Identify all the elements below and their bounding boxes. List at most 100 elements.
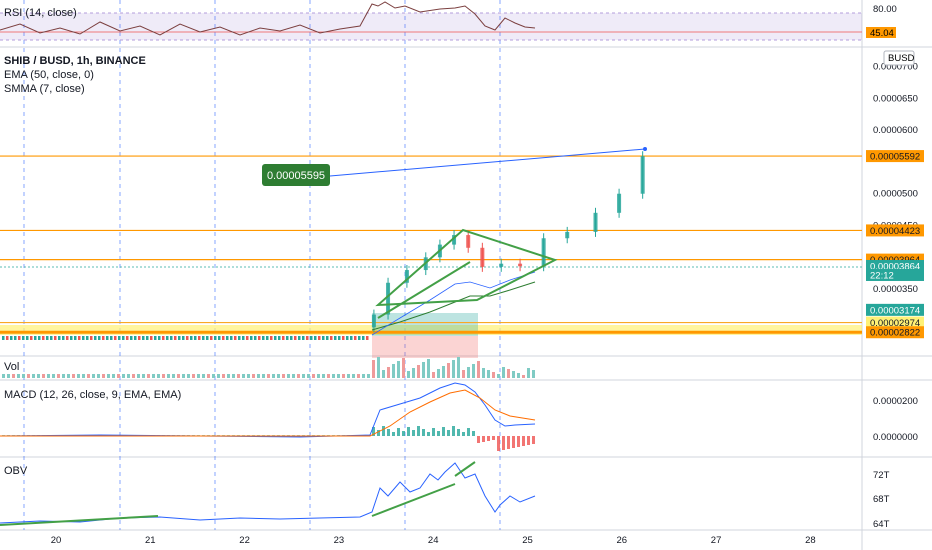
volume-bars bbox=[2, 357, 535, 378]
volume-bar bbox=[532, 370, 535, 378]
obv-trendline-right bbox=[371, 483, 456, 517]
candle bbox=[90, 336, 93, 340]
volume-bar bbox=[522, 375, 525, 378]
macd-bar bbox=[522, 436, 525, 446]
volume-bar bbox=[17, 374, 20, 378]
volume-bar bbox=[272, 374, 275, 378]
price-tag-text: 0.00005592 bbox=[870, 152, 920, 163]
volume-bar bbox=[242, 374, 245, 378]
volume-bar bbox=[447, 363, 450, 378]
consolidation-candles bbox=[2, 336, 369, 340]
candle bbox=[242, 336, 245, 340]
macd-line bbox=[0, 382, 536, 438]
candle bbox=[54, 336, 57, 340]
time-tick: 24 bbox=[428, 535, 439, 546]
price-tag-text: 0.00004423 bbox=[870, 226, 920, 237]
volume-bar bbox=[512, 371, 515, 378]
volume-bar bbox=[157, 374, 160, 378]
smma-legend: SMMA (7, close) bbox=[4, 83, 85, 95]
candle bbox=[6, 336, 9, 340]
volume-bar bbox=[492, 372, 495, 378]
candle bbox=[150, 336, 153, 340]
candle bbox=[118, 336, 121, 340]
volume-bar bbox=[32, 374, 35, 378]
candle bbox=[78, 336, 81, 340]
candle bbox=[158, 336, 161, 340]
candle bbox=[106, 336, 109, 340]
candle-body bbox=[617, 193, 622, 213]
candle bbox=[86, 336, 89, 340]
signal-line bbox=[0, 389, 536, 437]
candle bbox=[134, 336, 137, 340]
candle bbox=[326, 336, 329, 340]
candle bbox=[314, 336, 317, 340]
volume-bar bbox=[472, 364, 475, 378]
volume-bar bbox=[422, 362, 425, 378]
price-tick: 0.0000350 bbox=[873, 284, 918, 295]
candle bbox=[334, 336, 337, 340]
candle bbox=[322, 336, 325, 340]
price-tick: 0.0000650 bbox=[873, 93, 918, 104]
candle bbox=[362, 336, 365, 340]
volume-bar bbox=[502, 367, 505, 378]
ema-line bbox=[371, 281, 536, 331]
macd-bar bbox=[452, 426, 455, 436]
time-axis[interactable]: 20 21 22 23 24 25 26 27 28 bbox=[51, 535, 816, 546]
candle bbox=[2, 336, 5, 340]
volume-bar bbox=[217, 374, 220, 378]
candle bbox=[74, 336, 77, 340]
macd-bar bbox=[442, 427, 445, 436]
macd-bar bbox=[462, 432, 465, 436]
candle bbox=[10, 336, 13, 340]
candle bbox=[226, 336, 229, 340]
candle bbox=[18, 336, 21, 340]
candle bbox=[178, 336, 181, 340]
macd-bar bbox=[417, 426, 420, 436]
volume-bar bbox=[337, 374, 340, 378]
time-tick: 28 bbox=[805, 535, 816, 546]
macd-bar bbox=[532, 436, 535, 444]
macd-bar bbox=[502, 436, 505, 450]
macd-label: MACD (12, 26, close, 9, EMA, EMA) bbox=[4, 389, 181, 401]
rsi-pane: RSI (14, close) bbox=[0, 1, 862, 41]
candle bbox=[346, 336, 349, 340]
volume-bar bbox=[2, 374, 5, 378]
macd-bar bbox=[512, 436, 515, 448]
obv-tick-2: 68T bbox=[873, 494, 890, 505]
volume-bar bbox=[377, 357, 380, 378]
candle-body bbox=[371, 314, 376, 328]
candle bbox=[182, 336, 185, 340]
macd-tick-1: 0.0000200 bbox=[873, 396, 918, 407]
long-position-loss bbox=[372, 336, 478, 358]
macd-bar bbox=[427, 432, 430, 436]
annotation-box bbox=[262, 164, 330, 186]
candle bbox=[350, 336, 353, 340]
macd-bar bbox=[457, 429, 460, 436]
volume-bar bbox=[277, 374, 280, 378]
volume-bar bbox=[207, 374, 210, 378]
candle-body bbox=[518, 263, 523, 267]
price-tag-bg bbox=[866, 316, 924, 329]
volume-bar bbox=[212, 374, 215, 378]
candle bbox=[286, 336, 289, 340]
candle-body bbox=[499, 263, 504, 267]
candle bbox=[142, 336, 145, 340]
volume-bar bbox=[137, 374, 140, 378]
time-tick: 20 bbox=[51, 535, 62, 546]
volume-bar bbox=[147, 374, 150, 378]
time-tick: 23 bbox=[334, 535, 345, 546]
candle bbox=[186, 336, 189, 340]
volume-bar bbox=[302, 374, 305, 378]
macd-bar bbox=[402, 431, 405, 436]
rsi-value: 45.04 bbox=[870, 28, 894, 39]
macd-bar bbox=[497, 436, 500, 451]
volume-bar bbox=[507, 369, 510, 378]
price-tag-text: 0.00003864 bbox=[870, 261, 920, 272]
candle bbox=[202, 336, 205, 340]
volume-bar bbox=[57, 374, 60, 378]
price-tick: 0.0000700 bbox=[873, 62, 918, 73]
currency-button[interactable]: BUSD bbox=[883, 50, 915, 66]
candle-body bbox=[452, 235, 457, 245]
